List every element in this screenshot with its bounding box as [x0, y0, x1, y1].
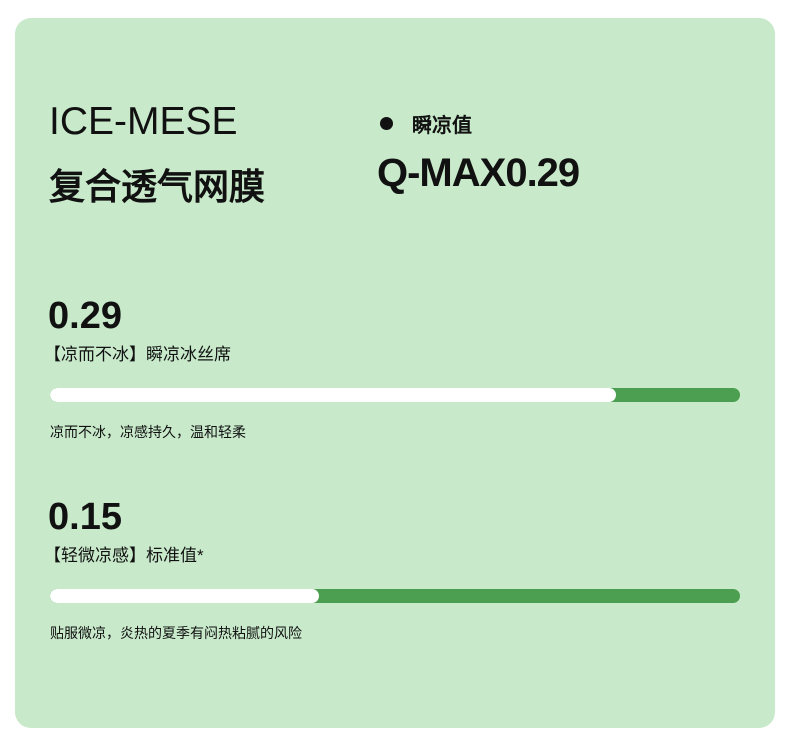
progress-fill: [50, 589, 320, 603]
progress-bar: [50, 388, 740, 402]
item-value: 0.15: [48, 496, 122, 538]
progress-fill: [50, 388, 616, 402]
brand-title: ICE-MESE: [49, 100, 238, 143]
metric-label: 瞬凉值: [412, 115, 472, 137]
item-description: 贴服微凉，炎热的夏季有闷热粘腻的风险: [50, 625, 302, 641]
item-label: 【凉而不冰】瞬凉冰丝席: [44, 345, 231, 364]
item-description: 凉而不冰，凉感持久，温和轻柔: [50, 424, 246, 440]
progress-bar: [50, 589, 740, 603]
item-label: 【轻微凉感】标准值*: [44, 546, 204, 565]
bullet-dot-icon: [380, 117, 393, 130]
info-card: ICE-MESE 复合透气网膜 瞬凉值 Q-MAX0.29 0.29 【凉而不冰…: [15, 18, 775, 728]
metric-value: Q-MAX0.29: [377, 151, 580, 195]
product-subtitle: 复合透气网膜: [49, 166, 266, 207]
item-value: 0.29: [48, 295, 122, 337]
